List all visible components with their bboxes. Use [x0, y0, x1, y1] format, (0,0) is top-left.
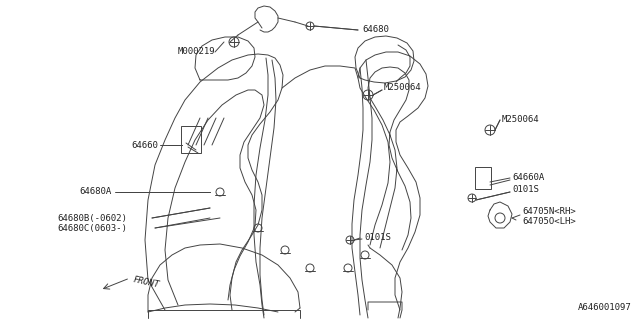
Text: 0101S: 0101S [512, 186, 539, 195]
Text: A646001097: A646001097 [579, 303, 632, 312]
Text: 64660A: 64660A [512, 173, 544, 182]
Text: 64680A: 64680A [80, 188, 112, 196]
Text: FRONT: FRONT [132, 275, 160, 289]
Text: M000219: M000219 [177, 47, 215, 57]
Text: 64680B(-0602): 64680B(-0602) [57, 213, 127, 222]
Text: 64660: 64660 [131, 140, 158, 149]
Text: M250064: M250064 [384, 84, 422, 92]
Text: M250064: M250064 [502, 116, 540, 124]
Text: 64680C(0603-): 64680C(0603-) [57, 223, 127, 233]
Text: 64705N<RH>: 64705N<RH> [522, 207, 576, 217]
Text: 64680: 64680 [362, 26, 389, 35]
Text: 64705O<LH>: 64705O<LH> [522, 218, 576, 227]
Text: 0101S: 0101S [364, 234, 391, 243]
